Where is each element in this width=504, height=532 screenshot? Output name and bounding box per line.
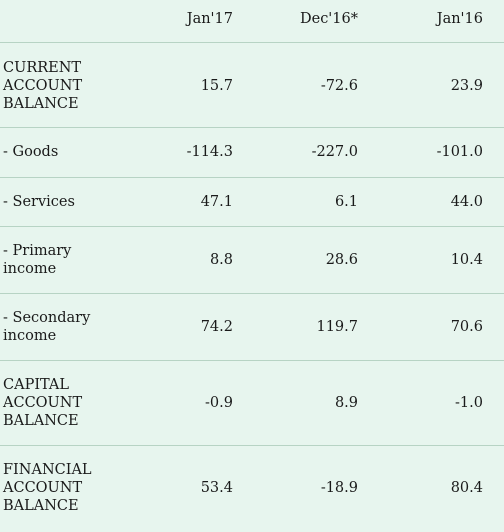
- table-row: FINANCIAL ACCOUNT BALANCE 53.4 -18.9 80.…: [0, 446, 504, 532]
- table-cell: 28.6: [325, 252, 358, 268]
- table-cell: 23.9: [450, 78, 483, 94]
- table-cell: -1.0: [455, 395, 483, 411]
- table-row: CURRENT ACCOUNT BALANCE 15.7 -72.6 23.9: [0, 43, 504, 128]
- table-cell: 10.4: [450, 252, 483, 268]
- table-row: CAPITAL ACCOUNT BALANCE -0.9 8.9 -1.0: [0, 361, 504, 446]
- table-cell: 6.1: [334, 194, 358, 210]
- table-row: - Goods -114.3 -227.0 -101.0: [0, 128, 504, 178]
- row-label: - Services: [3, 194, 75, 210]
- table-cell: 80.4: [450, 480, 483, 496]
- table-cell: 119.7: [316, 319, 358, 335]
- table-cell: -0.9: [205, 395, 233, 411]
- table-cell: -114.3: [186, 144, 233, 160]
- row-label: - Secondary income: [3, 310, 91, 344]
- table-cell: -18.9: [320, 480, 358, 496]
- row-label: CURRENT ACCOUNT BALANCE: [3, 60, 83, 112]
- column-header-dec16: Dec'16*: [299, 11, 358, 27]
- column-header-jan16: Jan'16: [436, 11, 483, 27]
- table-cell: -227.0: [311, 144, 358, 160]
- row-label: - Primary income: [3, 243, 72, 277]
- column-header-jan17: Jan'17: [186, 11, 233, 27]
- row-label: - Goods: [3, 144, 59, 160]
- table-cell: 44.0: [450, 194, 483, 210]
- table-cell: 70.6: [450, 319, 483, 335]
- table-cell: 74.2: [200, 319, 233, 335]
- table-row: - Primary income 8.8 28.6 10.4: [0, 227, 504, 294]
- table-row: - Services 47.1 6.1 44.0: [0, 178, 504, 227]
- table-header: Jan'17 Dec'16* Jan'16: [0, 0, 504, 43]
- row-label: FINANCIAL ACCOUNT BALANCE: [3, 462, 92, 514]
- table-cell: 53.4: [200, 480, 233, 496]
- row-label: CAPITAL ACCOUNT BALANCE: [3, 377, 83, 429]
- table-cell: 8.9: [334, 395, 358, 411]
- table-cell: 47.1: [200, 194, 233, 210]
- table-cell: 8.8: [209, 252, 233, 268]
- table-cell: -101.0: [436, 144, 483, 160]
- table-cell: 15.7: [200, 78, 233, 94]
- table-row: - Secondary income 74.2 119.7 70.6: [0, 294, 504, 361]
- table-cell: -72.6: [320, 78, 358, 94]
